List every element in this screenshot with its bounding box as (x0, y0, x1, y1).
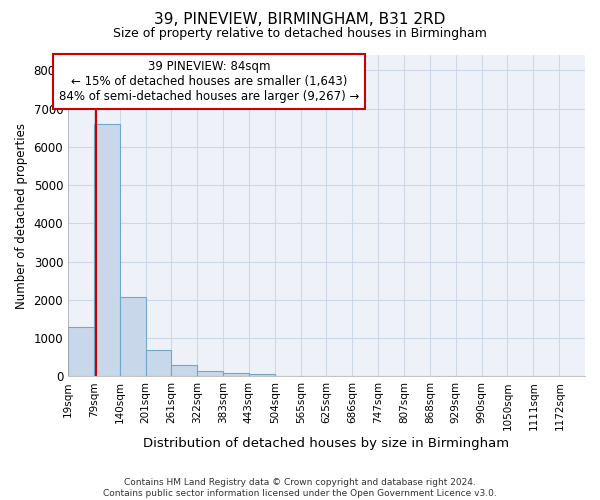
Bar (146, 350, 171, 376)
Bar (171, 365, 197, 376)
Text: 39, PINEVIEW, BIRMINGHAM, B31 2RD: 39, PINEVIEW, BIRMINGHAM, B31 2RD (154, 12, 446, 28)
Bar (94, 124, 119, 376)
Bar (197, 372, 223, 376)
Bar (223, 374, 249, 376)
Bar (68, 326, 94, 376)
Text: Contains HM Land Registry data © Crown copyright and database right 2024.
Contai: Contains HM Land Registry data © Crown c… (103, 478, 497, 498)
Bar (249, 374, 275, 376)
Bar (119, 297, 146, 376)
Text: Size of property relative to detached houses in Birmingham: Size of property relative to detached ho… (113, 28, 487, 40)
X-axis label: Distribution of detached houses by size in Birmingham: Distribution of detached houses by size … (143, 437, 509, 450)
Text: 39 PINEVIEW: 84sqm
← 15% of detached houses are smaller (1,643)
84% of semi-deta: 39 PINEVIEW: 84sqm ← 15% of detached hou… (59, 60, 359, 104)
Y-axis label: Number of detached properties: Number of detached properties (15, 122, 28, 308)
